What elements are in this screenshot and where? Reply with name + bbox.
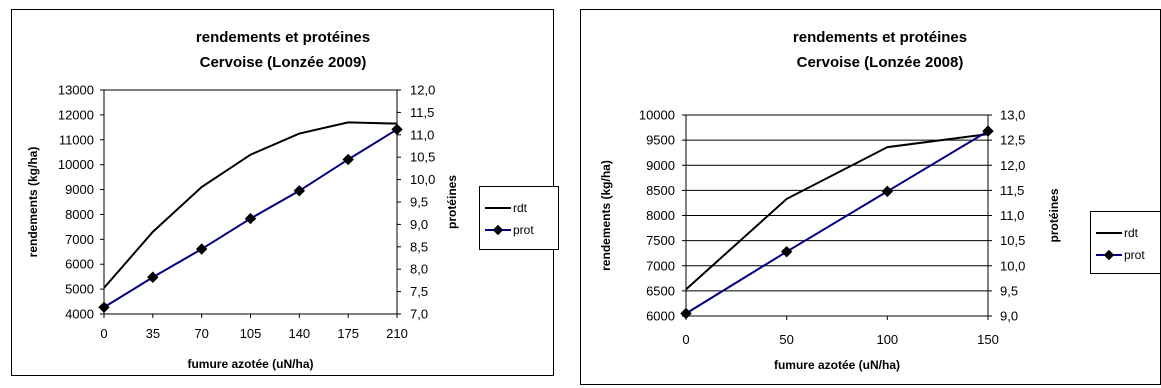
y-tick-label: 10000 (639, 108, 675, 123)
y-tick-label: 9500 (646, 133, 675, 148)
y-tick-label: 7000 (65, 232, 94, 247)
legend-marker-prot (1103, 249, 1115, 261)
y2-tick-label: 12,0 (1000, 158, 1025, 173)
y-tick-label: 8000 (646, 208, 675, 223)
y-tick-label: 7500 (646, 233, 675, 248)
legend-box (1090, 211, 1161, 274)
y2-tick-label: 9,0 (1000, 309, 1018, 324)
legend-label-prot: prot (513, 223, 534, 237)
y2-tick-label: 11,0 (410, 127, 434, 142)
chart-2: rendements et protéines Cervoise (Lonzée … (580, 9, 1161, 385)
y-tick-label: 8500 (646, 183, 675, 198)
y-tick-label: 13000 (58, 83, 94, 98)
series-line-rdt (685, 133, 989, 291)
y2-axis-label: protéines (1047, 188, 1061, 242)
y-tick-label: 8000 (65, 207, 94, 222)
y-tick-label: 5000 (65, 282, 94, 297)
y2-tick-label: 10,5 (410, 150, 435, 165)
y-tick-label: 7000 (646, 258, 675, 273)
y2-tick-label: 12,0 (410, 83, 435, 98)
x-tick-label: 70 (194, 326, 208, 341)
x-tick-label: 0 (100, 326, 107, 341)
y2-tick-label: 9,5 (410, 195, 428, 210)
chart-1: rendements et protéines Cervoise (Lonzée … (11, 9, 559, 376)
y2-tick-label: 11,5 (410, 105, 434, 120)
y-tick-label: 6500 (646, 283, 675, 298)
y-tick-label: 6000 (646, 309, 675, 324)
legend-label-prot: prot (1124, 248, 1145, 262)
y2-tick-label: 11,5 (1000, 183, 1024, 198)
chart-frame (580, 9, 1161, 385)
y2-tick-label: 8,5 (410, 239, 428, 254)
x-tick-label: 0 (682, 332, 689, 347)
data-point-prot (780, 245, 793, 258)
y2-tick-label: 11,0 (1000, 208, 1024, 223)
y2-tick-label: 13,0 (1000, 108, 1025, 123)
y2-tick-label: 10,0 (1000, 258, 1025, 273)
legend: rdt prot (1090, 211, 1161, 274)
y-tick-label: 11000 (59, 132, 94, 147)
chart-title-line-2: Cervoise (Lonzée 2009) (200, 54, 367, 71)
x-tick-label: 140 (288, 326, 310, 341)
data-point-prot (680, 307, 692, 320)
x-tick-label: 100 (876, 332, 898, 347)
x-tick-label: 105 (240, 326, 262, 341)
chart-title-line-1: rendements et protéines (196, 29, 370, 46)
data-point-prot (391, 123, 403, 136)
data-point-prot (195, 243, 208, 255)
series-line-rdt (103, 121, 398, 289)
data-point-prot (147, 271, 159, 283)
x-tick-label: 50 (779, 332, 793, 347)
data-point-prot (293, 185, 306, 197)
y2-tick-label: 9,0 (410, 217, 428, 232)
chart-title-line-1: rendements et protéines (793, 29, 967, 46)
y-tick-label: 10000 (58, 157, 94, 172)
x-axis-label: fumure azotée (uN/ha) (774, 358, 900, 372)
y-tick-label: 12000 (58, 107, 94, 122)
x-tick-label: 150 (977, 332, 999, 347)
y2-axis-label: protéines (445, 175, 459, 229)
legend-box (479, 186, 559, 250)
x-tick-label: 175 (337, 326, 359, 341)
legend-label-rdt: rdt (513, 201, 528, 215)
data-point-prot (244, 212, 257, 225)
y-tick-label: 4000 (65, 307, 94, 322)
x-axis-label: fumure azotée (uN/ha) (187, 357, 313, 371)
y2-tick-label: 12,5 (1000, 133, 1025, 148)
x-tick-label: 35 (146, 326, 160, 341)
data-point-prot (982, 125, 994, 137)
y2-tick-label: 10,0 (410, 172, 435, 187)
y2-tick-label: 7,0 (410, 307, 428, 322)
y2-tick-label: 10,5 (1000, 233, 1025, 248)
y2-tick-label: 9,5 (1000, 283, 1018, 298)
series-line-prot (685, 130, 989, 315)
chart-title-line-2: Cervoise (Lonzée 2008) (797, 54, 964, 71)
y-tick-label: 6000 (65, 257, 94, 272)
data-point-prot (98, 301, 110, 313)
y-axis-label: rendements (kg/ha) (26, 147, 40, 258)
x-tick-label: 210 (386, 326, 408, 341)
legend: rdt prot (479, 186, 559, 250)
data-point-prot (342, 153, 354, 166)
y-tick-label: 9000 (65, 182, 94, 197)
y2-tick-label: 8,0 (410, 262, 428, 277)
data-point-prot (881, 185, 894, 198)
y-tick-label: 9000 (646, 158, 675, 173)
legend-marker-prot (492, 224, 504, 236)
legend-label-rdt: rdt (1124, 226, 1139, 240)
y-axis-label: rendements (kg/ha) (599, 160, 613, 271)
y2-tick-label: 7,5 (410, 284, 428, 299)
